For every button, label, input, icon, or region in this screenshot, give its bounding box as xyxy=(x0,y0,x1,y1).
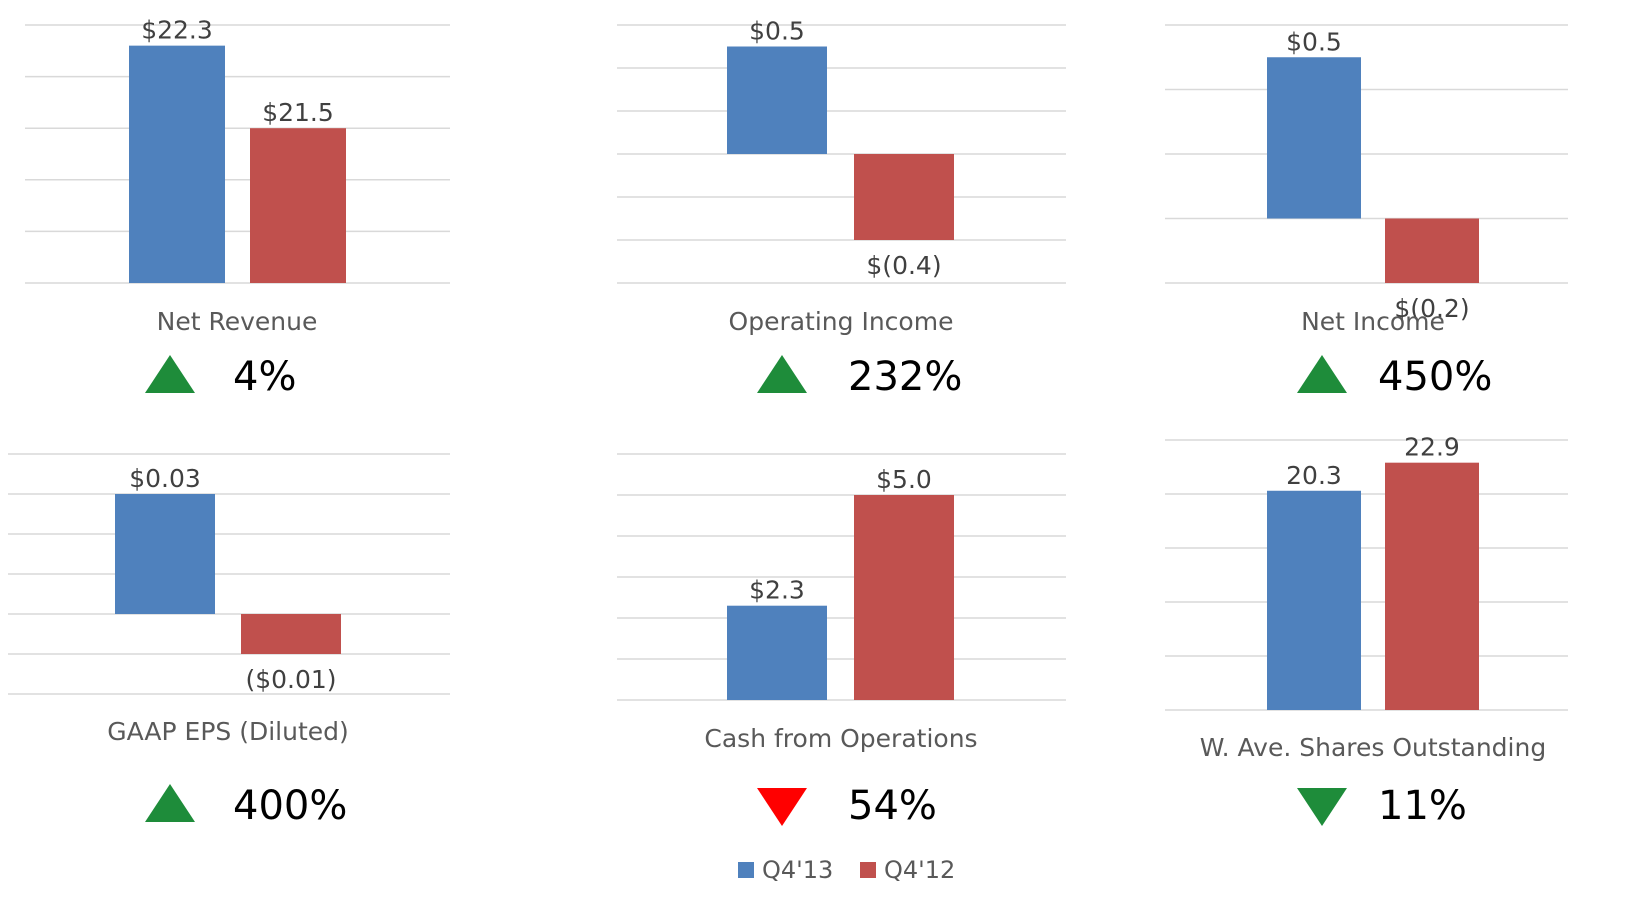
bar xyxy=(115,494,215,614)
change-arrow xyxy=(145,784,195,822)
data-label: $5.0 xyxy=(876,465,932,494)
data-label: 22.9 xyxy=(1404,433,1460,462)
data-label: $21.5 xyxy=(262,98,334,127)
change-value: 400% xyxy=(233,783,347,829)
bar xyxy=(250,128,346,283)
bar xyxy=(1385,462,1479,710)
change-value: 450% xyxy=(1378,354,1492,400)
bar xyxy=(1385,218,1479,283)
data-label: $0.5 xyxy=(1286,27,1342,56)
data-label: $(0.4) xyxy=(866,251,941,280)
chart-title: W. Ave. Shares Outstanding xyxy=(1200,733,1546,762)
bar xyxy=(727,46,827,154)
data-label: 20.3 xyxy=(1286,461,1342,490)
legend-label: Q4'12 xyxy=(884,856,955,884)
data-label: $(0.2) xyxy=(1394,294,1469,323)
bar xyxy=(727,605,827,700)
change-value: 4% xyxy=(233,354,296,400)
chart-title: GAAP EPS (Diluted) xyxy=(107,717,349,746)
bar xyxy=(1267,490,1361,710)
change-arrow xyxy=(145,355,195,393)
data-label: $22.3 xyxy=(141,16,213,45)
data-label: $2.3 xyxy=(749,576,805,605)
chart-title: Operating Income xyxy=(729,307,954,336)
change-arrow xyxy=(1297,788,1347,826)
change-value: 232% xyxy=(848,354,962,400)
data-label: $0.03 xyxy=(129,464,201,493)
change-arrow xyxy=(757,355,807,393)
change-value: 54% xyxy=(848,783,937,829)
bar xyxy=(854,495,954,700)
chart-title: Cash from Operations xyxy=(704,724,977,753)
chart-title: Net Income xyxy=(1301,307,1445,336)
bar xyxy=(1267,57,1361,219)
bar xyxy=(854,154,954,240)
legend-swatch xyxy=(860,862,876,878)
bar xyxy=(129,45,225,283)
legend-swatch xyxy=(738,862,754,878)
chart-title: Net Revenue xyxy=(157,307,318,336)
data-label: $0.5 xyxy=(749,17,805,46)
data-label: ($0.01) xyxy=(245,665,336,694)
bar xyxy=(241,614,341,654)
change-value: 11% xyxy=(1378,783,1467,829)
change-arrow xyxy=(1297,355,1347,393)
change-arrow xyxy=(757,788,807,826)
legend-label: Q4'13 xyxy=(762,856,833,884)
